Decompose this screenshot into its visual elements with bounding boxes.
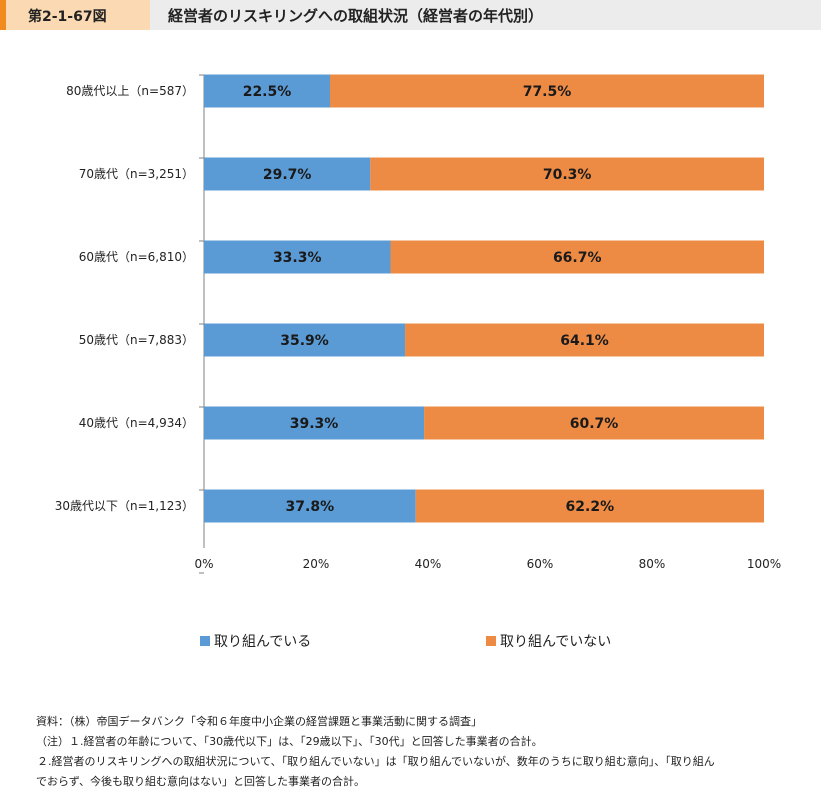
figure-title: 経営者のリスキリングへの取組状況（経営者の年代別） (168, 7, 544, 25)
data-label: 60.7% (570, 416, 619, 432)
bar-segment-series-2 (330, 74, 764, 108)
category-label: 60歳代（n=6,810） (79, 250, 194, 264)
legend-item-series-2: 取り組んでいない (486, 631, 611, 651)
x-tick-label: 80% (639, 557, 666, 571)
notes: 資料：（株）帝国データバンク「令和６年度中小企業の経営課題と事業活動に関する調査… (36, 712, 715, 792)
data-label: 62.2% (566, 499, 615, 515)
x-tick-label: 60% (527, 557, 554, 571)
source-note: 資料：（株）帝国データバンク「令和６年度中小企業の経営課題と事業活動に関する調査… (36, 715, 483, 728)
legend-swatch-series-1 (200, 636, 210, 646)
data-label: 64.1% (560, 333, 609, 349)
bar-segment-series-2 (415, 489, 764, 523)
data-label: 37.8% (286, 499, 335, 515)
bar-segment-series-2 (405, 323, 764, 357)
data-label: 35.9% (280, 333, 329, 349)
data-label: 29.7% (263, 167, 312, 183)
bar-segment-series-1 (204, 157, 371, 191)
x-tick-label: 20% (303, 557, 330, 571)
category-label: 70歳代（n=3,251） (79, 167, 194, 181)
category-label: 80歳代以上（n=587） (66, 84, 194, 98)
footnote-2-continued: でおらず、今後も取り組む意向はない」と回答した事業者の合計。 (36, 775, 366, 788)
x-tick-label: 0% (194, 557, 213, 571)
category-label: 40歳代（n=4,934） (79, 416, 194, 430)
data-label: 22.5% (243, 84, 292, 100)
x-tick-label: 40% (415, 557, 442, 571)
bar-segment-series-2 (370, 157, 764, 191)
category-label: 50歳代（n=7,883） (79, 333, 194, 347)
category-label: 30歳代以下（n=1,123） (55, 499, 194, 513)
stacked-bar-chart: 80歳代以上（n=587） 22.5% 77.5% 70歳代（n=3,251） 29.7… (55, 74, 781, 574)
bar-segment-series-1 (204, 240, 391, 274)
bar-segment-series-1 (204, 323, 406, 357)
legend-label-series-2: 取り組んでいない (500, 634, 612, 650)
header-accent-bar (0, 0, 6, 30)
figure-header: 第2-1-67図 経営者のリスキリングへの取組状況（経営者の年代別） (0, 0, 821, 30)
footnote-2: ２.経営者のリスキリングへの取組状況について、「取り組んでいない」は「取り組んで… (37, 755, 715, 768)
data-label: 66.7% (553, 250, 602, 266)
figure-number-box: 第2-1-67図 (6, 0, 150, 30)
data-label: 33.3% (273, 250, 322, 266)
legend-item-series-1: 取り組んでいる (200, 631, 311, 651)
bar-segment-series-2 (424, 406, 764, 440)
bar-segment-series-1 (204, 406, 425, 440)
data-label: 77.5% (523, 84, 572, 100)
bar-segment-series-1 (204, 489, 416, 523)
figure-number: 第2-1-67図 (28, 9, 107, 25)
legend-swatch-series-2 (486, 636, 496, 646)
x-tick-label: 100% (747, 557, 781, 571)
data-label: 39.3% (290, 416, 339, 432)
footnote-1: （注）１.経営者の年齢について、「30歳代以下」は、「29歳以下」、「30代」と… (36, 735, 543, 748)
bar-segment-series-2 (390, 240, 764, 274)
data-label: 70.3% (543, 167, 592, 183)
bar-segment-series-1 (204, 74, 330, 108)
legend-label-series-1: 取り組んでいる (214, 634, 312, 650)
